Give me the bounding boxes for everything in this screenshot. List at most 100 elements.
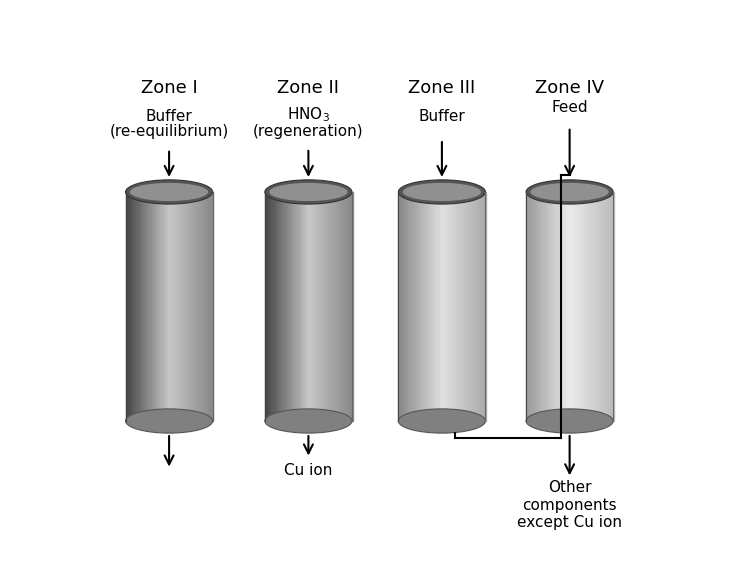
Bar bbox=[350, 192, 351, 421]
Bar bbox=[479, 192, 481, 421]
Bar bbox=[600, 192, 601, 421]
Bar bbox=[458, 192, 460, 421]
Ellipse shape bbox=[126, 409, 213, 433]
Bar bbox=[455, 192, 457, 421]
Bar bbox=[580, 192, 582, 421]
Bar bbox=[456, 192, 458, 421]
Bar bbox=[546, 192, 548, 421]
Bar bbox=[581, 192, 583, 421]
Bar bbox=[399, 192, 401, 421]
Bar bbox=[201, 192, 204, 421]
Bar bbox=[569, 192, 571, 421]
Bar bbox=[425, 192, 426, 421]
Bar bbox=[210, 192, 211, 421]
Bar bbox=[595, 192, 598, 421]
Bar bbox=[179, 192, 181, 421]
Bar bbox=[330, 192, 332, 421]
Bar bbox=[167, 192, 169, 421]
Bar bbox=[544, 192, 545, 421]
Bar bbox=[542, 192, 544, 421]
Bar bbox=[313, 192, 315, 421]
Bar bbox=[195, 192, 197, 421]
Bar bbox=[538, 192, 540, 421]
Bar bbox=[297, 192, 299, 421]
Bar bbox=[403, 192, 404, 421]
Bar bbox=[277, 192, 279, 421]
Bar bbox=[571, 192, 572, 421]
Bar bbox=[549, 192, 551, 421]
Bar bbox=[413, 192, 414, 421]
Bar bbox=[422, 192, 424, 421]
Bar bbox=[204, 192, 205, 421]
Bar bbox=[469, 192, 471, 421]
Bar bbox=[563, 192, 565, 421]
Bar bbox=[449, 192, 450, 421]
Bar bbox=[435, 192, 437, 421]
Bar bbox=[604, 192, 605, 421]
Bar bbox=[550, 192, 552, 421]
Bar bbox=[476, 192, 477, 421]
Bar bbox=[559, 192, 560, 421]
Bar bbox=[268, 192, 270, 421]
Bar bbox=[485, 192, 486, 421]
Bar bbox=[329, 192, 331, 421]
Bar bbox=[198, 192, 199, 421]
Bar bbox=[317, 192, 319, 421]
Bar bbox=[463, 192, 464, 421]
Bar bbox=[280, 192, 282, 421]
Bar bbox=[427, 192, 428, 421]
Bar bbox=[589, 192, 591, 421]
Bar bbox=[445, 192, 447, 421]
Bar bbox=[552, 192, 554, 421]
Bar bbox=[592, 192, 593, 421]
Bar bbox=[432, 192, 434, 421]
Bar bbox=[168, 192, 170, 421]
Bar bbox=[437, 192, 439, 421]
Bar bbox=[132, 192, 134, 421]
Bar bbox=[170, 192, 172, 421]
Bar bbox=[592, 192, 594, 421]
Bar bbox=[464, 192, 465, 421]
Bar bbox=[326, 192, 327, 421]
Bar bbox=[300, 192, 301, 421]
Bar bbox=[184, 192, 185, 421]
Bar bbox=[155, 192, 157, 421]
Bar bbox=[285, 192, 286, 421]
Bar bbox=[289, 192, 291, 421]
Bar bbox=[297, 192, 298, 421]
Ellipse shape bbox=[130, 183, 208, 201]
Bar bbox=[158, 192, 160, 421]
Bar bbox=[336, 192, 337, 421]
Bar bbox=[150, 192, 151, 421]
Text: (re-equilibrium): (re-equilibrium) bbox=[109, 124, 228, 139]
Bar bbox=[539, 192, 541, 421]
Bar bbox=[453, 192, 455, 421]
Bar bbox=[146, 192, 148, 421]
Bar bbox=[172, 192, 174, 421]
Bar bbox=[208, 192, 210, 421]
Bar bbox=[321, 192, 323, 421]
Bar bbox=[406, 192, 407, 421]
Bar bbox=[201, 192, 202, 421]
Bar bbox=[565, 192, 567, 421]
Bar bbox=[583, 192, 584, 421]
Bar bbox=[578, 192, 580, 421]
Bar bbox=[601, 192, 603, 421]
Bar bbox=[333, 192, 334, 421]
Bar bbox=[141, 192, 142, 421]
Bar bbox=[184, 192, 186, 421]
Bar bbox=[181, 192, 183, 421]
Bar bbox=[398, 192, 400, 421]
Bar bbox=[160, 192, 161, 421]
Ellipse shape bbox=[265, 409, 352, 433]
Bar bbox=[536, 192, 538, 421]
Bar bbox=[267, 192, 269, 421]
Bar bbox=[341, 192, 343, 421]
Bar bbox=[425, 192, 427, 421]
Bar bbox=[475, 192, 476, 421]
Text: Cu ion: Cu ion bbox=[284, 463, 333, 478]
Bar bbox=[405, 192, 407, 421]
Bar bbox=[166, 192, 168, 421]
Bar bbox=[192, 192, 193, 421]
Bar bbox=[473, 192, 474, 421]
